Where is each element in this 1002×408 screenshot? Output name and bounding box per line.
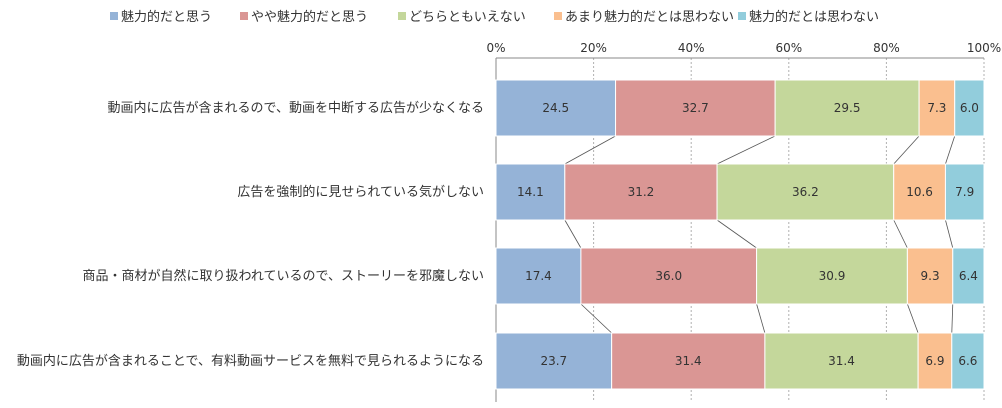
bar-segment bbox=[951, 332, 985, 390]
data-label: 23.7 bbox=[540, 354, 567, 368]
data-label: 6.0 bbox=[960, 101, 979, 115]
series-line bbox=[945, 135, 956, 165]
bar-segment bbox=[893, 163, 946, 221]
series-line bbox=[580, 303, 612, 334]
bar-segment bbox=[918, 79, 956, 137]
x-tick-label: 100% bbox=[967, 41, 1001, 55]
data-label: 31.2 bbox=[628, 185, 655, 199]
category-label: 商品・商材が自然に取り扱われているので、ストーリーを邪魔しない bbox=[83, 268, 484, 284]
legend-item: 魅力的だと思う bbox=[110, 6, 212, 25]
series-line bbox=[951, 303, 954, 334]
legend-label: どちらともいえない bbox=[409, 10, 526, 25]
bar-segment bbox=[495, 79, 617, 137]
data-label: 7.3 bbox=[927, 101, 946, 115]
data-label: 17.4 bbox=[525, 269, 552, 283]
series-line bbox=[564, 135, 616, 165]
legend-label: 魅力的だとは思わない bbox=[749, 10, 880, 25]
data-label: 32.7 bbox=[682, 101, 709, 115]
series-line bbox=[716, 135, 776, 165]
legend-item: やや魅力的だと思う bbox=[240, 6, 368, 25]
category-label: 動画内に広告が含まれることで、有料動画サービスを無料で見られるようになる bbox=[17, 353, 484, 369]
data-label: 10.6 bbox=[906, 185, 933, 199]
data-label: 30.9 bbox=[819, 269, 846, 283]
bar-segment bbox=[764, 332, 919, 390]
data-label: 14.1 bbox=[517, 185, 544, 199]
bar-segment bbox=[495, 163, 566, 221]
bar-segment bbox=[906, 247, 954, 305]
data-label: 29.5 bbox=[834, 101, 861, 115]
legend-swatch bbox=[110, 11, 118, 20]
data-label: 7.9 bbox=[955, 185, 974, 199]
series-line bbox=[716, 219, 757, 249]
bar-segment bbox=[774, 79, 920, 137]
x-tick-label: 0% bbox=[486, 41, 505, 55]
series-line bbox=[945, 219, 954, 249]
legend-swatch bbox=[738, 11, 746, 20]
data-label: 9.3 bbox=[921, 269, 940, 283]
category-label: 動画内に広告が含まれるので、動画を中断する広告が少なくなる bbox=[108, 100, 484, 116]
bar-segment bbox=[756, 247, 908, 305]
bar-segment bbox=[495, 247, 582, 305]
series-line bbox=[893, 135, 920, 165]
legend-item: 魅力的だとは思わない bbox=[738, 6, 879, 25]
data-label: 31.4 bbox=[675, 354, 702, 368]
series-line bbox=[564, 219, 582, 249]
x-tick-label: 80% bbox=[873, 41, 900, 55]
legend-label: あまり魅力的だとは思わない bbox=[565, 10, 735, 25]
series-line bbox=[893, 219, 908, 249]
legend-item: あまり魅力的だとは思わない bbox=[554, 6, 734, 25]
bar-segment bbox=[615, 79, 776, 137]
bar-segment bbox=[917, 332, 953, 390]
bar-segment bbox=[944, 163, 985, 221]
bar-segment bbox=[954, 79, 985, 137]
data-label: 36.2 bbox=[792, 185, 819, 199]
data-label: 24.5 bbox=[542, 101, 569, 115]
bar-segment bbox=[716, 163, 895, 221]
data-label: 6.9 bbox=[925, 354, 944, 368]
x-tick-label: 60% bbox=[775, 41, 802, 55]
x-tick-label: 20% bbox=[580, 41, 607, 55]
x-tick-label: 40% bbox=[678, 41, 705, 55]
series-line bbox=[756, 303, 766, 334]
data-label: 6.6 bbox=[958, 354, 977, 368]
data-label: 31.4 bbox=[828, 354, 855, 368]
legend-swatch bbox=[398, 11, 406, 20]
legend: 魅力的だと思う やや魅力的だと思う どちらともいえない あまり魅力的だとは思わない 魅力… bbox=[0, 6, 1002, 30]
category-label: 広告を強制的に見せられている気がしない bbox=[237, 184, 484, 200]
legend-item: どちらともいえない bbox=[398, 6, 526, 25]
bar-segment bbox=[495, 332, 613, 390]
bar-segment bbox=[580, 247, 758, 305]
legend-label: やや魅力的だと思う bbox=[251, 10, 369, 25]
bar-segment bbox=[611, 332, 766, 390]
series-line bbox=[907, 303, 919, 334]
data-label: 36.0 bbox=[655, 269, 682, 283]
legend-swatch bbox=[240, 11, 248, 20]
data-label: 6.4 bbox=[959, 269, 978, 283]
bar-segment bbox=[952, 247, 985, 305]
legend-swatch bbox=[554, 11, 562, 20]
legend-label: 魅力的だと思う bbox=[121, 10, 213, 25]
